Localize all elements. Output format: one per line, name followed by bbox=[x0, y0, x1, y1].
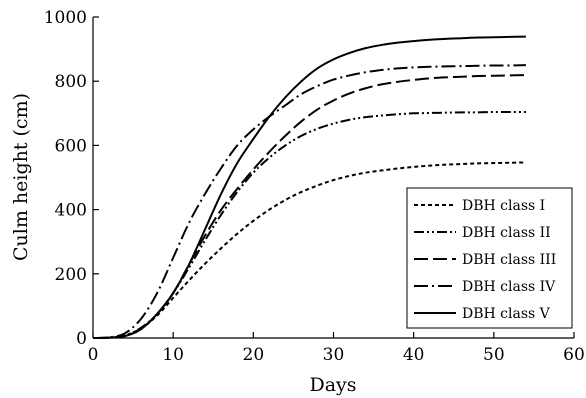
legend: DBH class I DBH class II DBH class III DBH … bbox=[406, 187, 573, 329]
x-tick-label: 30 bbox=[323, 345, 345, 365]
legend-label-1: DBH class I bbox=[462, 198, 545, 214]
y-tick-label: 200 bbox=[55, 265, 87, 285]
y-axis-label: Culm height (cm) bbox=[10, 93, 32, 261]
legend-label-3: DBH class III bbox=[462, 252, 556, 268]
x-tick-label: 20 bbox=[243, 345, 265, 365]
legend-label-4: DBH class IV bbox=[462, 279, 556, 295]
x-tick-label: 0 bbox=[88, 345, 99, 365]
x-tick-label: 40 bbox=[403, 345, 425, 365]
series-line-5 bbox=[92, 35, 526, 339]
legend-label-2: DBH class II bbox=[462, 225, 551, 241]
y-tick-label: 600 bbox=[55, 136, 87, 156]
y-ticks: 0 200 400 600 800 1000 bbox=[44, 8, 99, 349]
series-line-4 bbox=[92, 64, 526, 339]
x-tick-label: 10 bbox=[162, 345, 184, 365]
y-tick-label: 400 bbox=[55, 201, 87, 221]
x-ticks: 0 10 20 30 40 50 60 bbox=[88, 332, 585, 365]
x-axis-label: Days bbox=[309, 374, 356, 396]
x-tick-label: 60 bbox=[563, 345, 585, 365]
x-tick-label: 50 bbox=[483, 345, 505, 365]
y-tick-label: 1000 bbox=[44, 8, 87, 28]
legend-label-5: DBH class V bbox=[462, 306, 551, 322]
legend-box bbox=[406, 187, 573, 329]
y-tick-label: 0 bbox=[76, 329, 87, 349]
series-layer bbox=[92, 35, 526, 339]
y-tick-label: 800 bbox=[55, 72, 87, 92]
